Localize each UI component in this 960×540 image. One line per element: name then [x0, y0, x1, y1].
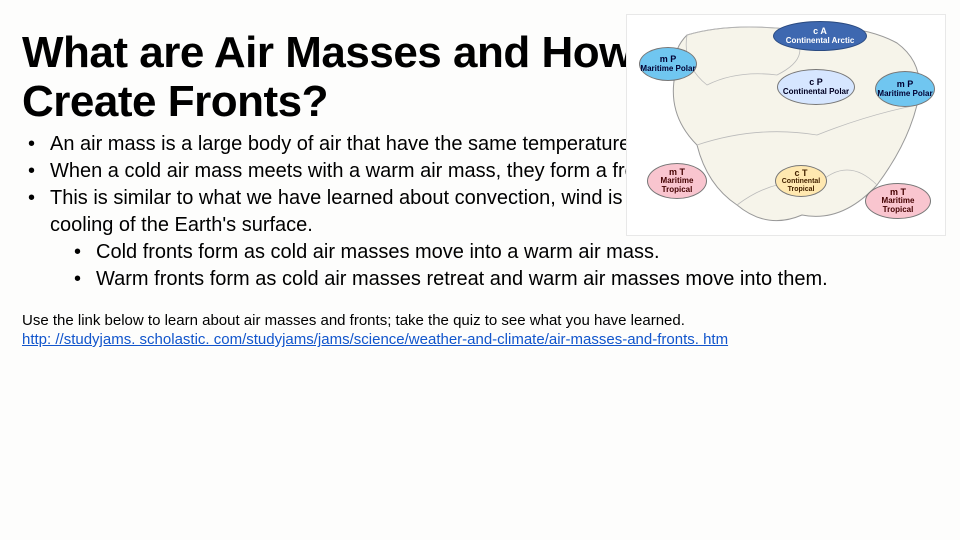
badge-label: Continental Tropical	[776, 178, 826, 193]
badge-code: c T	[794, 169, 807, 178]
badge-label: Continental Arctic	[786, 37, 855, 45]
badge-label: Maritime Tropical	[866, 197, 930, 214]
badge-label: Continental Polar	[783, 88, 849, 96]
badge-maritime-tropical-east: m T Maritime Tropical	[865, 183, 931, 219]
air-mass-map: c A Continental Arctic m P Maritime Pola…	[626, 14, 946, 236]
bullet-3b: Warm fronts form as cold air masses retr…	[74, 266, 932, 293]
bullet-3a: Cold fronts form as cold air masses move…	[74, 239, 932, 266]
footer: Use the link below to learn about air ma…	[0, 293, 960, 350]
badge-maritime-polar-east: m P Maritime Polar	[875, 71, 935, 107]
resource-link[interactable]: http: //studyjams. scholastic. com/study…	[22, 331, 728, 348]
badge-label: Maritime Tropical	[648, 177, 706, 194]
badge-maritime-tropical-west: m T Maritime Tropical	[647, 163, 707, 199]
badge-maritime-polar-west: m P Maritime Polar	[639, 47, 697, 81]
badge-continental-tropical: c T Continental Tropical	[775, 165, 827, 197]
footer-lead: Use the link below to learn about air ma…	[22, 311, 938, 331]
badge-label: Maritime Polar	[877, 90, 932, 98]
badge-continental-arctic: c A Continental Arctic	[773, 21, 867, 51]
badge-continental-polar: c P Continental Polar	[777, 69, 855, 105]
badge-label: Maritime Polar	[640, 65, 695, 73]
